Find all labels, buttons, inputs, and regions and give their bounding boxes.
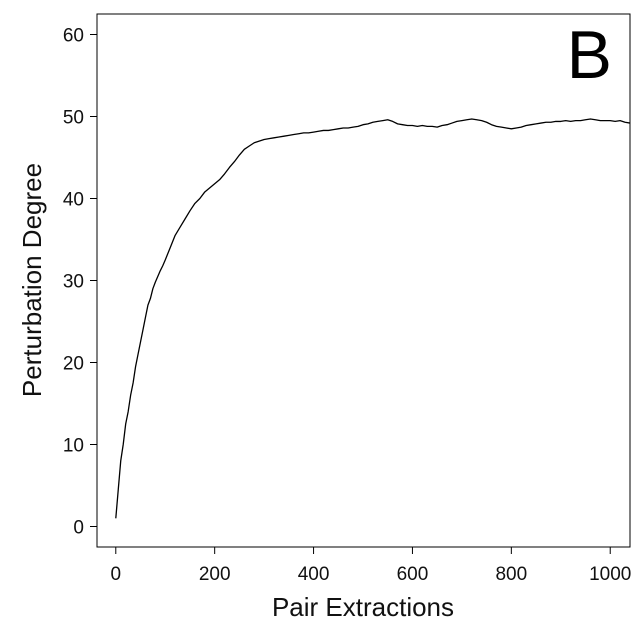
x-tick-label: 600 (397, 564, 429, 585)
plot-area (115, 118, 631, 519)
x-tick-label: 200 (199, 564, 231, 585)
y-tick-label: 0 (73, 518, 84, 539)
x-axis: 0 200 400 600 800 1000 (110, 547, 631, 585)
x-tick-label: 0 (110, 564, 121, 585)
y-tick-label: 20 (63, 354, 84, 375)
y-tick-label: 10 (63, 436, 84, 457)
y-axis-title: Perturbation Degree (17, 163, 47, 397)
x-tick-label: 400 (298, 564, 330, 585)
x-axis-title: Pair Extractions (272, 592, 454, 622)
x-tick-label: 1000 (589, 564, 631, 585)
y-tick-label: 30 (63, 272, 84, 293)
y-tick-label: 40 (63, 190, 84, 211)
plot-frame (96, 13, 631, 548)
y-tick-label: 60 (63, 26, 84, 47)
series-line (115, 118, 631, 519)
y-axis: 0 10 20 30 40 50 60 (63, 26, 97, 539)
x-tick-label: 800 (495, 564, 527, 585)
y-tick-label: 50 (63, 108, 84, 129)
panel-label: B (567, 17, 612, 93)
